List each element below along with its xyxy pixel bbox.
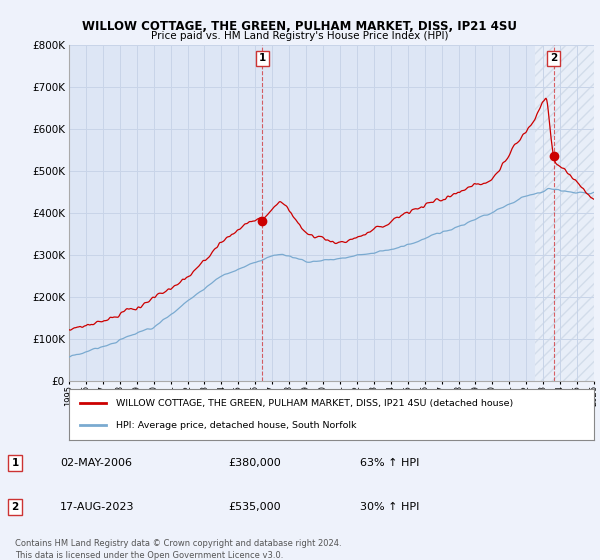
Text: 1: 1: [11, 458, 19, 468]
Text: HPI: Average price, detached house, South Norfolk: HPI: Average price, detached house, Sout…: [116, 421, 357, 430]
Text: 2: 2: [11, 502, 19, 512]
Text: 30% ↑ HPI: 30% ↑ HPI: [360, 502, 419, 512]
Text: Price paid vs. HM Land Registry's House Price Index (HPI): Price paid vs. HM Land Registry's House …: [151, 31, 449, 41]
Text: This data is licensed under the Open Government Licence v3.0.: This data is licensed under the Open Gov…: [15, 551, 283, 560]
Text: 1: 1: [259, 53, 266, 63]
Text: WILLOW COTTAGE, THE GREEN, PULHAM MARKET, DISS, IP21 4SU (detached house): WILLOW COTTAGE, THE GREEN, PULHAM MARKET…: [116, 399, 514, 408]
Text: 02-MAY-2006: 02-MAY-2006: [60, 458, 132, 468]
Text: Contains HM Land Registry data © Crown copyright and database right 2024.: Contains HM Land Registry data © Crown c…: [15, 539, 341, 548]
Text: £535,000: £535,000: [228, 502, 281, 512]
Text: 2: 2: [550, 53, 557, 63]
Text: 17-AUG-2023: 17-AUG-2023: [60, 502, 134, 512]
Text: £380,000: £380,000: [228, 458, 281, 468]
Text: WILLOW COTTAGE, THE GREEN, PULHAM MARKET, DISS, IP21 4SU: WILLOW COTTAGE, THE GREEN, PULHAM MARKET…: [83, 20, 517, 32]
Text: 63% ↑ HPI: 63% ↑ HPI: [360, 458, 419, 468]
Bar: [535, 45, 594, 381]
